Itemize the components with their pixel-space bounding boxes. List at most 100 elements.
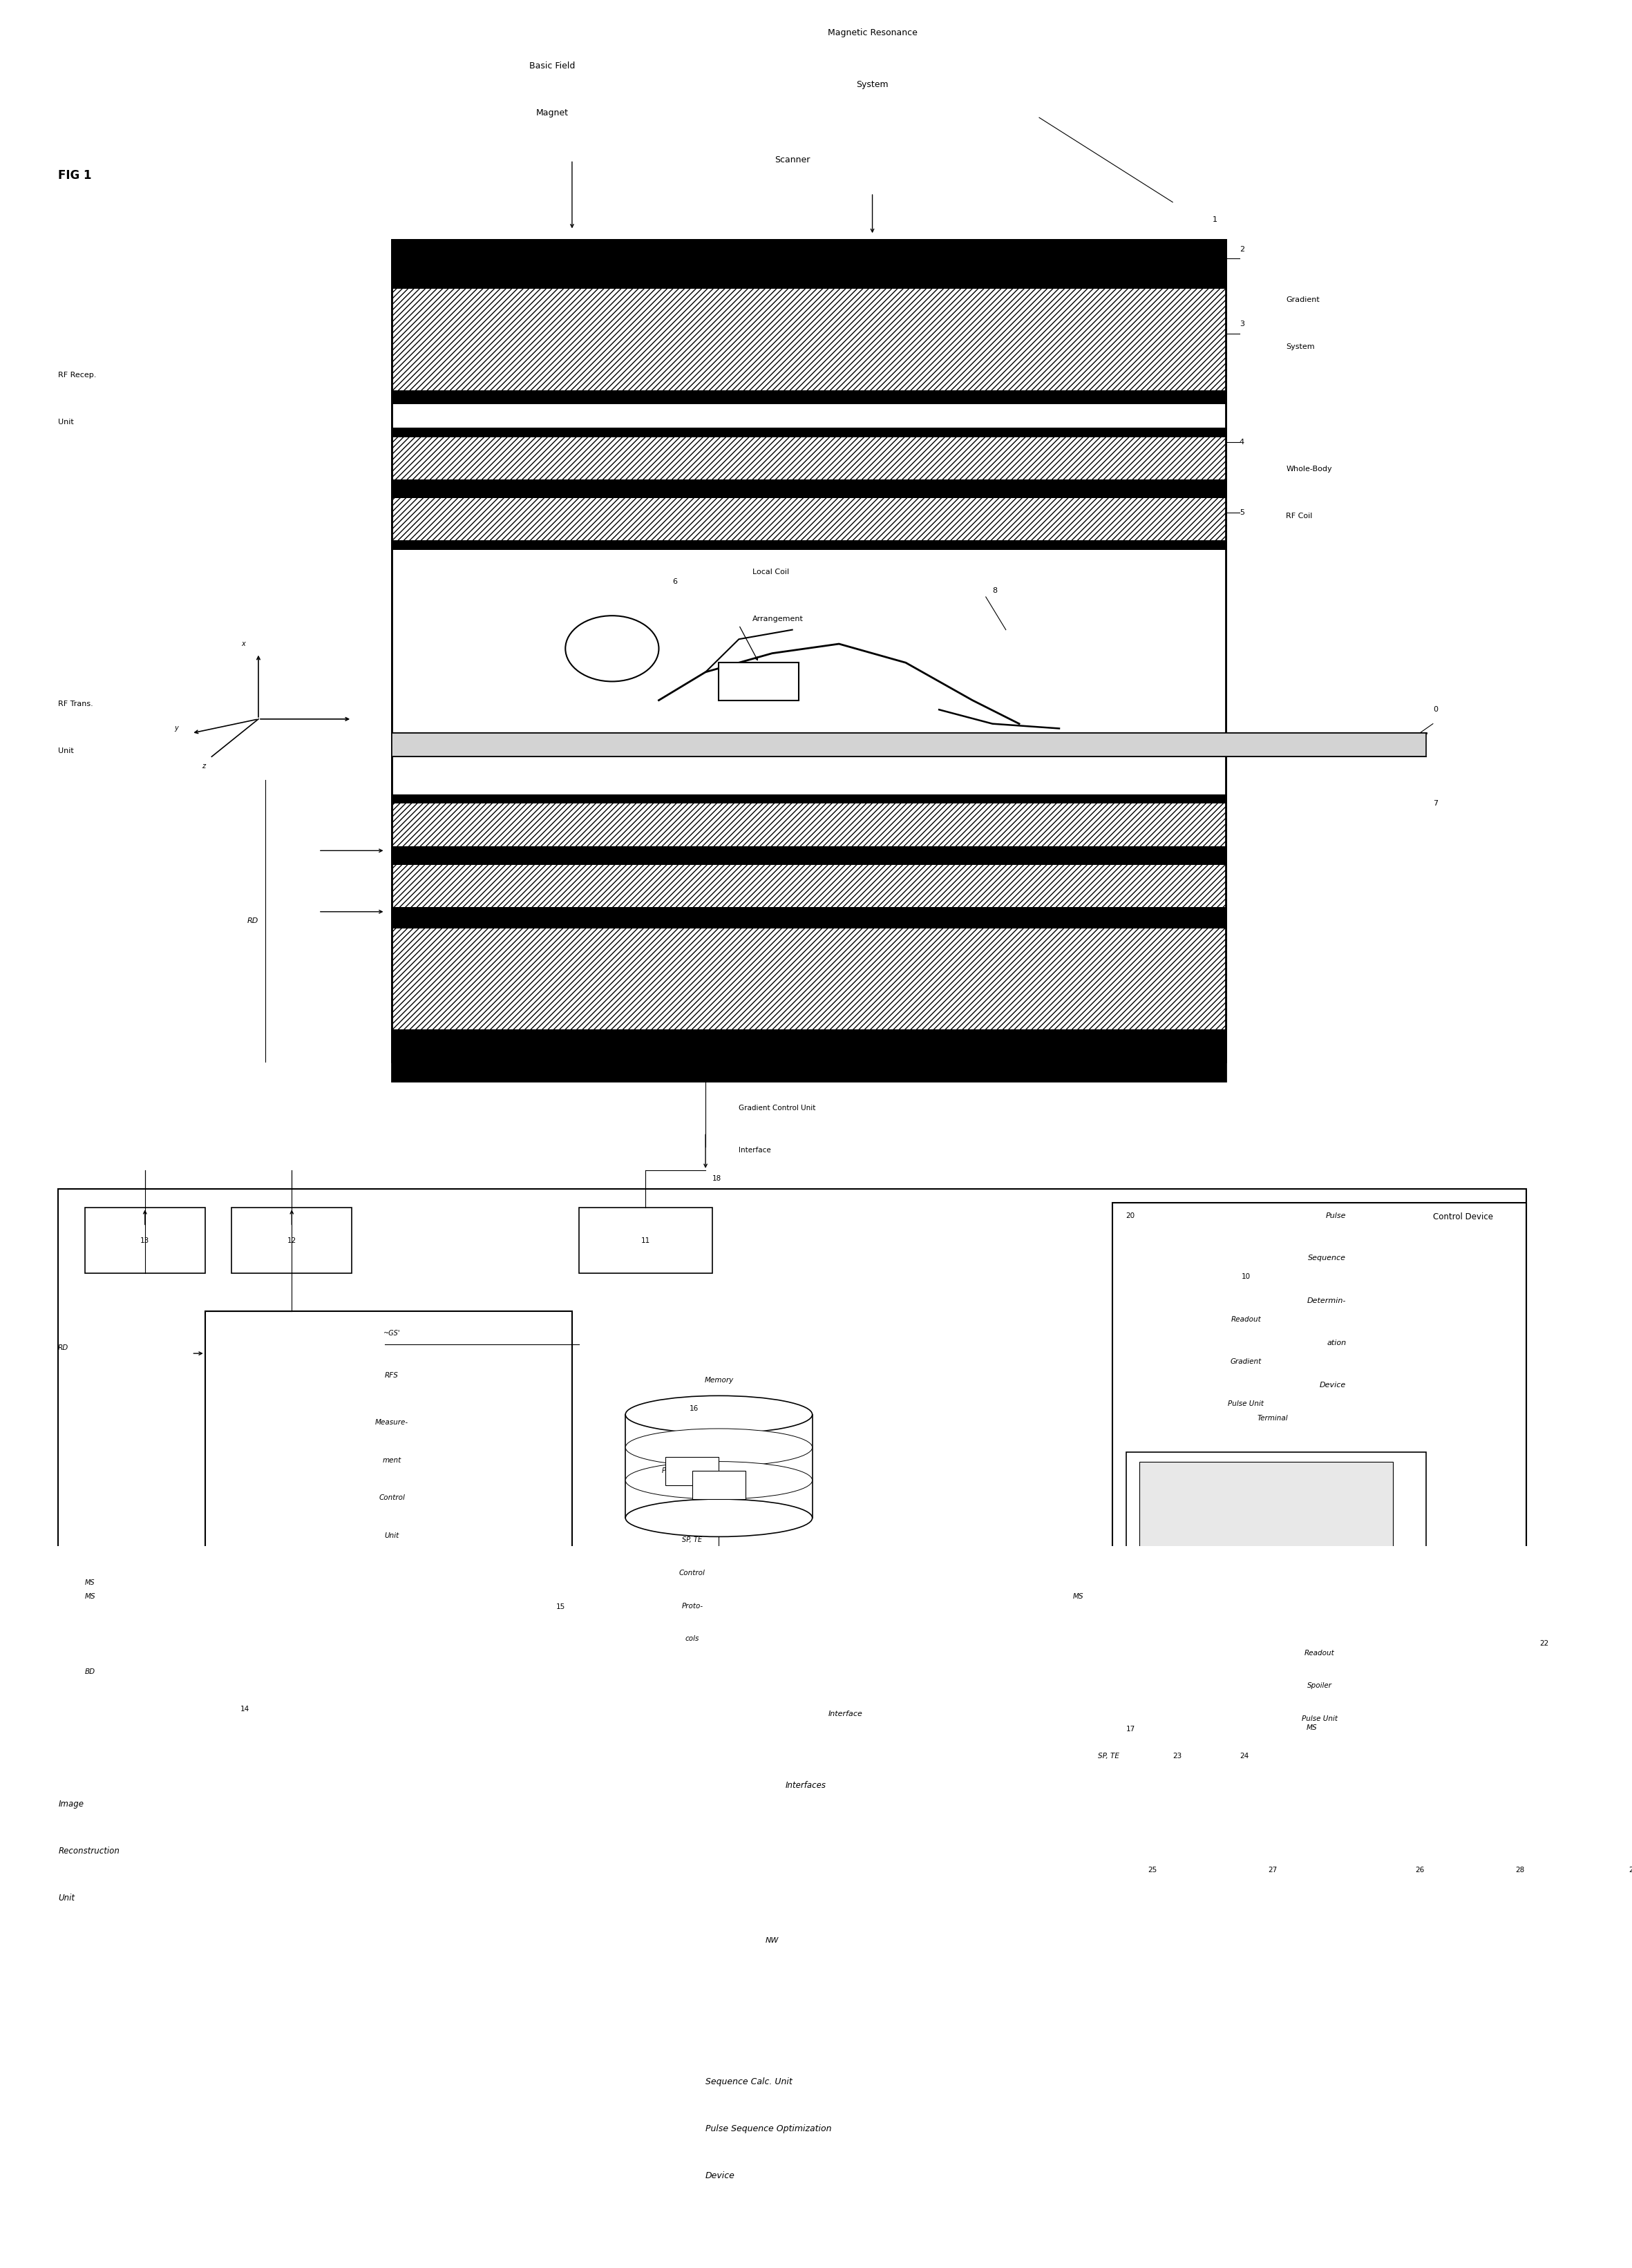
- Bar: [1113, 1202, 1526, 1758]
- Text: Interface: Interface: [829, 1710, 863, 1717]
- Text: y: y: [175, 726, 178, 733]
- Bar: [1474, 1837, 1567, 1903]
- Text: RFS: RFS: [385, 1372, 398, 1379]
- Bar: [59, 1188, 1526, 1871]
- Text: Control: Control: [379, 1495, 405, 1501]
- Text: Pulse Unit: Pulse Unit: [1301, 1715, 1338, 1721]
- Text: Local Coil: Local Coil: [752, 569, 788, 576]
- Bar: [1113, 1263, 1379, 1452]
- Text: Interfaces: Interfaces: [785, 1780, 826, 1789]
- Bar: [392, 404, 1226, 429]
- Bar: [579, 1696, 1113, 1762]
- Text: 22: 22: [1539, 1640, 1549, 1647]
- Bar: [392, 794, 1226, 803]
- Text: Magnetic Resonance: Magnetic Resonance: [827, 27, 917, 36]
- Text: Spoiler: Spoiler: [1307, 1683, 1332, 1690]
- Text: 1: 1: [1213, 215, 1217, 222]
- Text: 15: 15: [557, 1603, 565, 1610]
- Text: 10: 10: [1242, 1275, 1250, 1281]
- Bar: [392, 429, 1226, 490]
- Text: Reconstruction: Reconstruction: [59, 1846, 119, 1855]
- Text: Device: Device: [1320, 1381, 1346, 1388]
- Bar: [625, 1415, 813, 1517]
- Bar: [666, 1456, 718, 1486]
- Bar: [1139, 1565, 1392, 1597]
- Text: RF Coil: RF Coil: [1286, 513, 1312, 519]
- Text: x: x: [242, 640, 245, 646]
- Text: P: P: [661, 1467, 666, 1474]
- Text: ~GS': ~GS': [384, 1329, 400, 1336]
- Text: Gradient Control Unit: Gradient Control Unit: [739, 1105, 816, 1111]
- Bar: [392, 490, 1226, 499]
- Text: 23: 23: [1173, 1753, 1182, 1760]
- Text: 13: 13: [140, 1238, 150, 1245]
- Bar: [392, 277, 1226, 404]
- Text: Magnet: Magnet: [535, 109, 568, 118]
- Text: Determin-: Determin-: [1307, 1297, 1346, 1304]
- Text: 25: 25: [1147, 1867, 1157, 1873]
- Bar: [392, 916, 1226, 1043]
- Text: Arrangement: Arrangement: [752, 615, 803, 624]
- Bar: [579, 1209, 712, 1275]
- Text: 4: 4: [1239, 438, 1244, 445]
- Bar: [392, 855, 1226, 916]
- Text: Gradient: Gradient: [1231, 1359, 1262, 1365]
- Text: 26: 26: [1415, 1867, 1425, 1873]
- Text: ment: ment: [382, 1456, 401, 1463]
- Text: 8: 8: [992, 587, 997, 594]
- Bar: [392, 479, 1226, 490]
- Text: Basic Field: Basic Field: [529, 61, 574, 70]
- Bar: [1373, 1837, 1466, 1903]
- Text: Control Device: Control Device: [1433, 1213, 1493, 1222]
- Text: Control: Control: [679, 1569, 705, 1576]
- Bar: [1126, 1640, 1513, 1744]
- Text: Unit: Unit: [59, 417, 73, 424]
- Ellipse shape: [625, 1395, 813, 1433]
- Bar: [232, 1209, 353, 1275]
- Text: 27: 27: [1268, 1867, 1278, 1873]
- Bar: [392, 277, 1226, 288]
- Text: Pulse Sequence Optimization: Pulse Sequence Optimization: [705, 2125, 832, 2134]
- Bar: [1106, 1837, 1200, 1903]
- Text: RD: RD: [59, 1345, 69, 1352]
- Text: 3: 3: [1239, 320, 1244, 329]
- Text: Scanner: Scanner: [775, 154, 809, 163]
- Text: Device: Device: [705, 2170, 734, 2180]
- Text: ation: ation: [1327, 1340, 1346, 1347]
- Text: 29: 29: [1629, 1867, 1632, 1873]
- Text: Whole-Body: Whole-Body: [1286, 465, 1332, 472]
- Bar: [1126, 1452, 1426, 1617]
- Text: Image: Image: [59, 1801, 83, 1810]
- Text: 6: 6: [672, 578, 677, 585]
- Text: SP, TE: SP, TE: [682, 1538, 702, 1545]
- Text: Proto-: Proto-: [682, 1603, 703, 1610]
- Text: MS: MS: [85, 1579, 95, 1585]
- Text: 18: 18: [712, 1175, 721, 1182]
- Ellipse shape: [625, 1429, 813, 1465]
- Text: 0: 0: [1433, 705, 1438, 712]
- Text: Sequence Calc. Unit: Sequence Calc. Unit: [705, 2077, 793, 2087]
- Text: Interface: Interface: [739, 1148, 772, 1154]
- Text: 11: 11: [641, 1238, 650, 1245]
- Polygon shape: [653, 1871, 893, 2039]
- Bar: [692, 1472, 746, 1499]
- Text: Memory: Memory: [705, 1377, 733, 1383]
- Bar: [85, 1209, 206, 1275]
- Text: System: System: [857, 79, 888, 88]
- Text: System: System: [1286, 342, 1315, 349]
- Text: 16: 16: [690, 1406, 698, 1413]
- Text: Measure-: Measure-: [375, 1420, 408, 1427]
- Text: SP, TE: SP, TE: [1098, 1753, 1120, 1760]
- Bar: [1586, 1837, 1632, 1903]
- Text: 24: 24: [1239, 1753, 1248, 1760]
- Bar: [392, 240, 1226, 277]
- Text: 5: 5: [1239, 508, 1244, 515]
- Text: Readout: Readout: [1304, 1649, 1335, 1656]
- Bar: [392, 240, 1226, 1061]
- Bar: [1226, 1837, 1320, 1903]
- Bar: [392, 540, 1226, 549]
- Text: Terminal: Terminal: [1257, 1415, 1288, 1422]
- Bar: [579, 1556, 813, 1658]
- Bar: [392, 794, 1226, 855]
- Text: RF Trans.: RF Trans.: [59, 701, 93, 708]
